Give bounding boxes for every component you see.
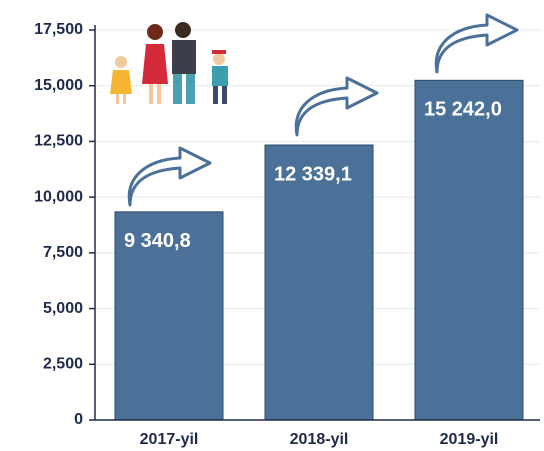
chart: 0 2,500 5,000 7,500 10,000 12,500 15,000 17,500… [0,0,544,451]
x-tick-label: 2017-yil [140,431,199,448]
y-tick-label: 2,500 [43,356,83,373]
y-tick-label: 0 [74,411,83,428]
x-tick-label: 2018-yil [290,431,349,448]
bar [415,80,523,420]
value-label: 9 340,8 [124,230,191,252]
arrow-icon [129,148,210,205]
y-tick-label: 15,000 [34,77,83,94]
x-tick-label: 2019-yil [440,431,499,448]
family-icon [110,22,228,104]
y-tick-label: 10,000 [34,188,83,205]
arrow-icon [436,15,517,72]
bar [265,145,373,420]
arrow-icon [296,78,377,135]
y-tick-label: 5,000 [43,300,83,317]
y-tick-label: 17,500 [34,21,83,38]
value-label: 12 339,1 [274,163,352,185]
y-tick-label: 12,500 [34,133,83,150]
y-tick-label: 7,500 [43,244,83,261]
value-label: 15 242,0 [424,99,502,121]
